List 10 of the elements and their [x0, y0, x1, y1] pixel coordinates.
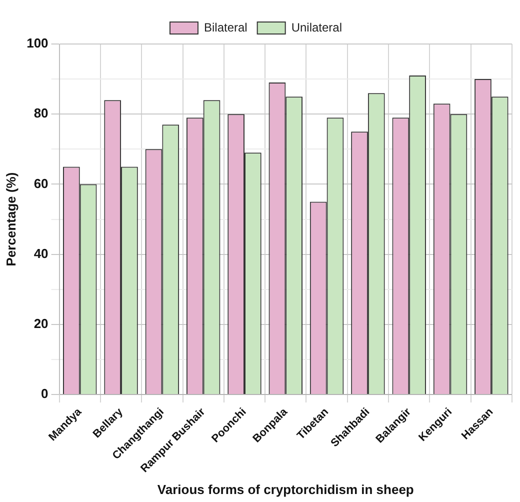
y-tick-label: 80	[34, 106, 48, 121]
y-tick-label: 100	[26, 36, 48, 51]
y-axis-title: Percentage (%)	[3, 172, 18, 266]
y-tick-label: 60	[34, 176, 48, 191]
x-axis-title: Various forms of cryptorchidism in sheep	[157, 482, 414, 497]
legend-label: Bilateral	[204, 20, 248, 34]
y-tick-label: 40	[34, 246, 48, 261]
y-tick-label: 20	[34, 316, 48, 332]
legend-label: Unilateral	[291, 20, 342, 34]
y-tick-label: 0	[41, 386, 48, 402]
